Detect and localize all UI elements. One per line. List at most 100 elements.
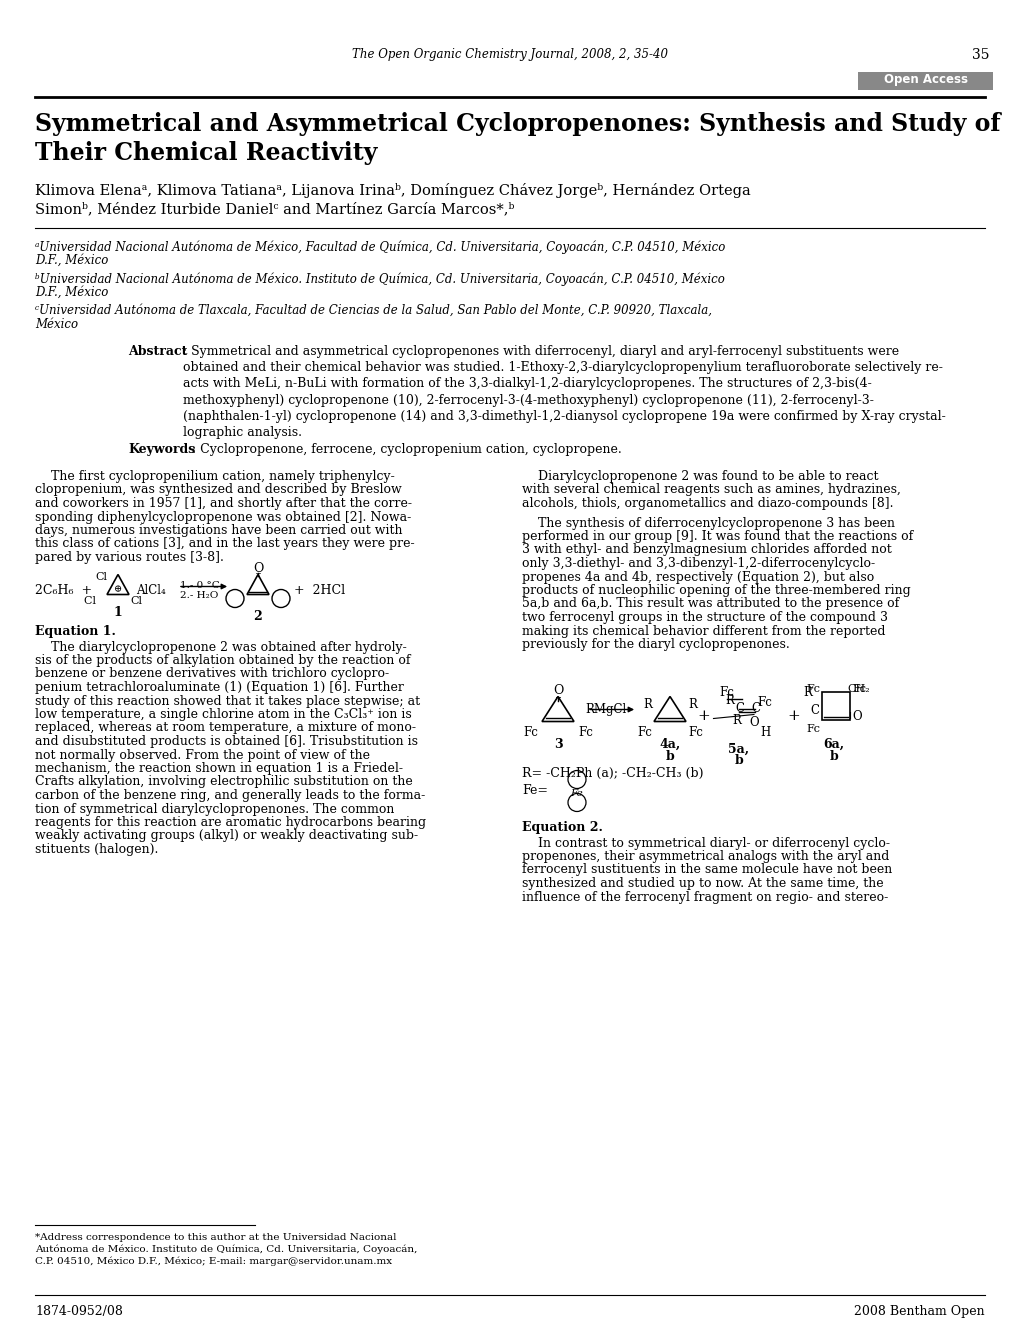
Text: with several chemical reagents such as amines, hydrazines,: with several chemical reagents such as a…: [522, 483, 900, 496]
Text: sis of the products of alkylation obtained by the reaction of: sis of the products of alkylation obtain…: [35, 653, 410, 667]
Text: Diarylcyclopropenone 2 was found to be able to react: Diarylcyclopropenone 2 was found to be a…: [522, 470, 877, 483]
Text: Cl: Cl: [129, 597, 142, 606]
Text: *Address correspondence to this author at the Universidad Nacional: *Address correspondence to this author a…: [35, 1233, 396, 1242]
Text: days, numerous investigations have been carried out with: days, numerous investigations have been …: [35, 524, 403, 537]
Text: Crafts alkylation, involving electrophilic substitution on the: Crafts alkylation, involving electrophil…: [35, 776, 413, 788]
Text: +  2HCl: + 2HCl: [293, 585, 344, 598]
Text: 5a,b and 6a,b. This result was attributed to the presence of: 5a,b and 6a,b. This result was attribute…: [522, 598, 899, 610]
Text: Keywords: Keywords: [127, 444, 195, 455]
Text: C.P. 04510, México D.F., México; E-mail: margar@servidor.unam.mx: C.P. 04510, México D.F., México; E-mail:…: [35, 1257, 391, 1266]
Text: O: O: [748, 717, 758, 730]
Text: ᵇUniversidad Nacional Autónoma de México. Instituto de Química, Cd. Universitari: ᵇUniversidad Nacional Autónoma de México…: [35, 272, 725, 285]
Text: Abstract: Abstract: [127, 345, 187, 358]
Text: 2.- H₂O: 2.- H₂O: [179, 590, 218, 599]
Text: R: R: [732, 714, 740, 727]
Text: +: +: [787, 710, 799, 723]
Text: previously for the diaryl cyclopropenones.: previously for the diaryl cyclopropenone…: [522, 638, 789, 651]
Text: R: R: [725, 694, 733, 708]
Text: only 3,3-diethyl- and 3,3-dibenzyl-1,2-diferrocenylcyclo-: only 3,3-diethyl- and 3,3-dibenzyl-1,2-d…: [522, 557, 874, 570]
Text: Fc: Fc: [578, 726, 592, 738]
Text: Equation 1.: Equation 1.: [35, 624, 116, 638]
Text: b: b: [734, 755, 743, 767]
Text: H: H: [759, 726, 769, 739]
Text: Fc: Fc: [523, 726, 537, 738]
Text: Fc: Fc: [637, 726, 651, 738]
Text: not normally observed. From the point of view of the: not normally observed. From the point of…: [35, 748, 370, 762]
Text: D.F., México: D.F., México: [35, 253, 108, 267]
Text: In contrast to symmetrical diaryl- or diferrocenyl cyclo-: In contrast to symmetrical diaryl- or di…: [522, 837, 890, 850]
Text: reagents for this reaction are aromatic hydrocarbons bearing: reagents for this reaction are aromatic …: [35, 816, 426, 829]
Text: and coworkers in 1957 [1], and shortly after that the corre-: and coworkers in 1957 [1], and shortly a…: [35, 498, 412, 510]
Text: synthesized and studied up to now. At the same time, the: synthesized and studied up to now. At th…: [522, 876, 882, 890]
Text: Fc: Fc: [756, 697, 771, 710]
Text: this class of cations [3], and in the last years they were pre-: this class of cations [3], and in the la…: [35, 537, 414, 550]
Text: 3 with ethyl- and benzylmagnesium chlorides afforded not: 3 with ethyl- and benzylmagnesium chlori…: [522, 544, 891, 557]
Text: D.F., México: D.F., México: [35, 286, 108, 300]
Text: Fc: Fc: [805, 684, 819, 693]
Text: O: O: [552, 685, 562, 697]
Text: b: b: [665, 750, 674, 763]
Text: 5a,: 5a,: [728, 742, 749, 755]
Text: Fc: Fc: [718, 686, 734, 700]
Text: low temperature, a single chlorine atom in the C₃Cl₃⁺ ion is: low temperature, a single chlorine atom …: [35, 708, 412, 721]
Text: pared by various routes [3-8].: pared by various routes [3-8].: [35, 550, 223, 564]
Text: The synthesis of diferrocenylcyclopropenone 3 has been: The synthesis of diferrocenylcyclopropen…: [522, 516, 894, 529]
Text: Fe: Fe: [570, 789, 583, 799]
Text: Symmetrical and Asymmetrical Cyclopropenones: Synthesis and Study of
Their Chemi: Symmetrical and Asymmetrical Cyclopropen…: [35, 112, 1000, 165]
Text: The first cyclopropenilium cation, namely triphenylcy-: The first cyclopropenilium cation, namel…: [35, 470, 394, 483]
Text: C: C: [750, 702, 759, 715]
Text: CH₂: CH₂: [846, 685, 869, 694]
Text: replaced, whereas at room temperature, a mixture of mono-: replaced, whereas at room temperature, a…: [35, 722, 416, 734]
Text: Fe=: Fe=: [522, 784, 547, 797]
Text: b: b: [828, 750, 838, 763]
Text: clopropenium, was synthesized and described by Breslow: clopropenium, was synthesized and descri…: [35, 483, 401, 496]
Text: ᶜUniversidad Autónoma de Tlaxcala, Facultad de Ciencias de la Salud, San Pablo d: ᶜUniversidad Autónoma de Tlaxcala, Facul…: [35, 304, 711, 317]
Text: making its chemical behavior different from the reported: making its chemical behavior different f…: [522, 624, 884, 638]
Text: Fc: Fc: [805, 723, 819, 734]
Text: ⊕: ⊕: [114, 586, 122, 594]
Text: penium tetrachloroaluminate (1) (Equation 1) [6]. Further: penium tetrachloroaluminate (1) (Equatio…: [35, 681, 404, 694]
Text: Equation 2.: Equation 2.: [522, 821, 602, 833]
Text: : Cyclopropenone, ferrocene, cyclopropenium cation, cyclopropene.: : Cyclopropenone, ferrocene, cyclopropen…: [192, 444, 622, 455]
Text: benzene or benzene derivatives with trichloro cyclopro-: benzene or benzene derivatives with tric…: [35, 668, 388, 681]
Text: products of nucleophilic opening of the three-membered ring: products of nucleophilic opening of the …: [522, 583, 910, 597]
Text: : Symmetrical and asymmetrical cyclopropenones with diferrocenyl, diaryl and ary: : Symmetrical and asymmetrical cycloprop…: [182, 345, 945, 440]
Text: Fc: Fc: [688, 726, 702, 738]
Text: 2C₆H₆  +: 2C₆H₆ +: [35, 585, 92, 598]
Text: 1.- 0 °C: 1.- 0 °C: [179, 581, 219, 590]
Text: 3: 3: [553, 738, 561, 751]
Text: sponding diphenylcyclopropenone was obtained [2]. Nowa-: sponding diphenylcyclopropenone was obta…: [35, 511, 411, 524]
Text: 4a,: 4a,: [658, 738, 680, 751]
Text: propenes 4a and 4b, respectively (Equation 2), but also: propenes 4a and 4b, respectively (Equati…: [522, 570, 873, 583]
Text: alcohols, thiols, organometallics and diazo-compounds [8].: alcohols, thiols, organometallics and di…: [522, 498, 893, 510]
Text: ferrocenyl sustituents in the same molecule have not been: ferrocenyl sustituents in the same molec…: [522, 863, 892, 876]
Text: +: +: [696, 710, 709, 723]
Text: 2008 Bentham Open: 2008 Bentham Open: [854, 1305, 984, 1317]
Text: Open Access: Open Access: [883, 73, 967, 86]
Text: R: R: [802, 686, 811, 700]
Text: Klimova Elenaᵃ, Klimova Tatianaᵃ, Lijanova Irinaᵇ, Domínguez Chávez Jorgeᵇ, Hern: Klimova Elenaᵃ, Klimova Tatianaᵃ, Lijano…: [35, 183, 750, 198]
Text: carbon of the benzene ring, and generally leads to the forma-: carbon of the benzene ring, and generall…: [35, 789, 425, 803]
Text: Autónoma de México. Instituto de Química, Cd. Universitaria, Coyoacán,: Autónoma de México. Instituto de Química…: [35, 1245, 417, 1254]
Text: 2: 2: [254, 610, 262, 623]
Text: Cl: Cl: [95, 573, 107, 582]
Text: Simonᵇ, Méndez Iturbide Danielᶜ and Martínez García Marcos*,ᵇ: Simonᵇ, Méndez Iturbide Danielᶜ and Mart…: [35, 202, 514, 216]
Text: The diarylcyclopropenone 2 was obtained after hydroly-: The diarylcyclopropenone 2 was obtained …: [35, 640, 407, 653]
Text: mechanism, the reaction shown in equation 1 is a Friedel-: mechanism, the reaction shown in equatio…: [35, 762, 403, 775]
Text: R: R: [643, 698, 651, 711]
Text: R= -CH₂Ph (a); -CH₂-CH₃ (b): R= -CH₂Ph (a); -CH₂-CH₃ (b): [522, 767, 703, 780]
Text: study of this reaction showed that it takes place stepwise; at: study of this reaction showed that it ta…: [35, 694, 420, 708]
Text: performed in our group [9]. It was found that the reactions of: performed in our group [9]. It was found…: [522, 531, 912, 543]
Text: The Open Organic Chemistry Journal, 2008, 2, 35-40: The Open Organic Chemistry Journal, 2008…: [352, 48, 667, 61]
Text: O: O: [851, 710, 861, 722]
Text: influence of the ferrocenyl fragment on regio- and stereo-: influence of the ferrocenyl fragment on …: [522, 891, 888, 903]
Text: propenones, their asymmetrical analogs with the aryl and: propenones, their asymmetrical analogs w…: [522, 850, 889, 863]
Text: stituents (halogen).: stituents (halogen).: [35, 843, 158, 855]
Text: O: O: [253, 562, 263, 576]
Text: Cl: Cl: [85, 597, 100, 606]
Text: tion of symmetrical diarylcyclopropenones. The common: tion of symmetrical diarylcyclopropenone…: [35, 803, 394, 816]
Text: AlCl₄: AlCl₄: [136, 585, 165, 598]
Text: weakly activating groups (alkyl) or weakly deactivating sub-: weakly activating groups (alkyl) or weak…: [35, 829, 418, 842]
Text: C: C: [735, 702, 743, 715]
Text: 1874-0952/08: 1874-0952/08: [35, 1305, 122, 1317]
